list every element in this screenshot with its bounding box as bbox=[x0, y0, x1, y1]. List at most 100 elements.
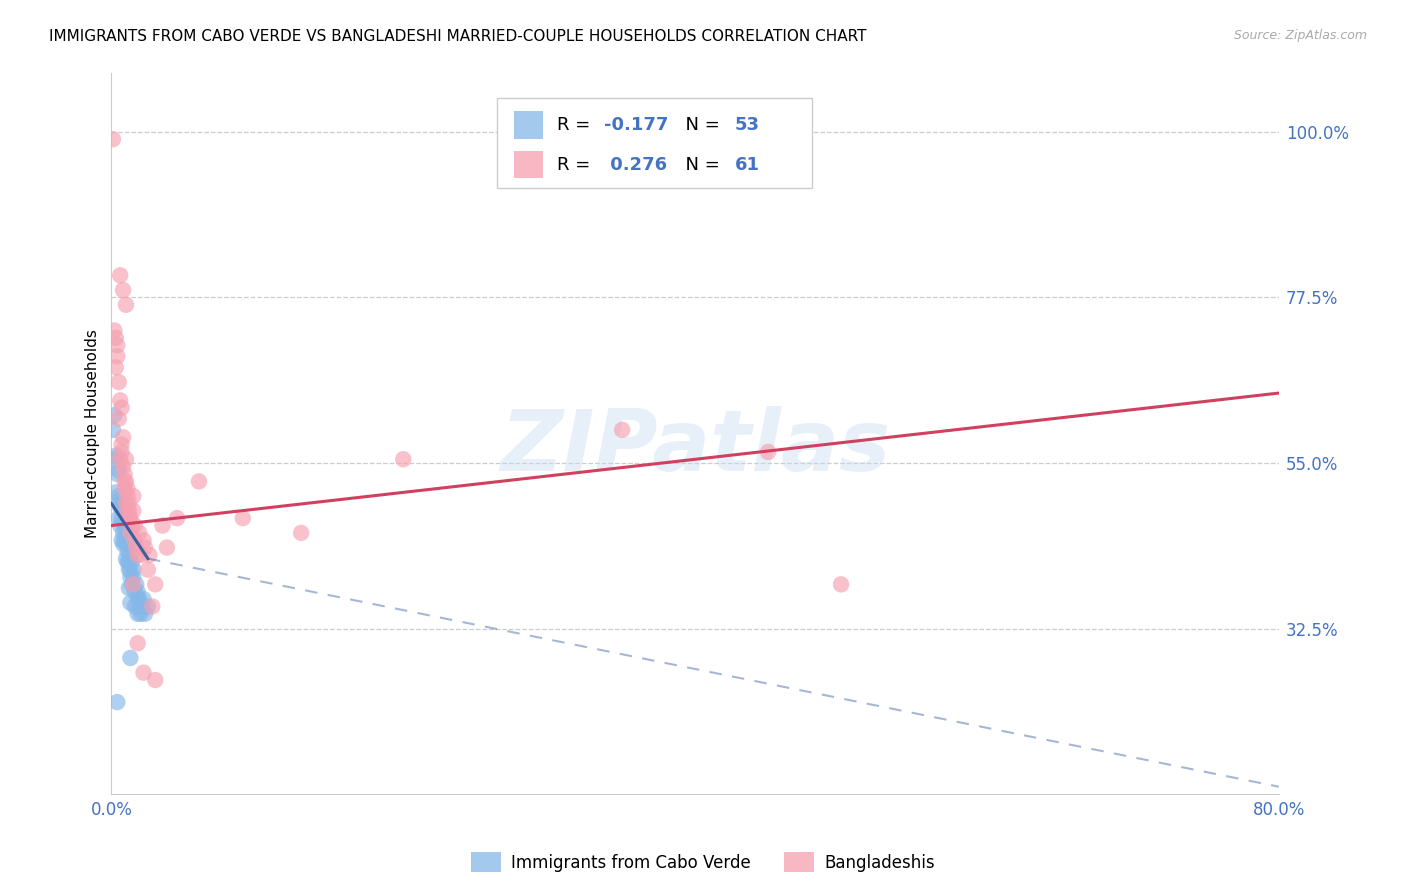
Point bbox=[612, 423, 634, 437]
Point bbox=[117, 489, 139, 503]
Text: N =: N = bbox=[673, 155, 725, 174]
Point bbox=[124, 584, 146, 599]
Point bbox=[107, 489, 129, 503]
Point bbox=[156, 541, 179, 555]
Point bbox=[125, 541, 148, 555]
Point bbox=[132, 533, 155, 548]
Point bbox=[115, 298, 138, 312]
Point bbox=[392, 452, 415, 467]
Point bbox=[117, 482, 139, 496]
Point bbox=[108, 452, 131, 467]
Point bbox=[120, 525, 142, 540]
Point bbox=[128, 592, 150, 607]
Point bbox=[104, 331, 127, 345]
Point bbox=[108, 268, 131, 283]
Point bbox=[166, 511, 188, 525]
Point bbox=[830, 577, 852, 591]
Point bbox=[118, 504, 141, 518]
Point bbox=[120, 570, 142, 584]
Point bbox=[131, 599, 153, 614]
Point bbox=[121, 555, 143, 569]
Point bbox=[108, 393, 131, 408]
Point bbox=[114, 518, 136, 533]
Point bbox=[105, 695, 128, 709]
Point bbox=[136, 599, 159, 614]
Point bbox=[108, 500, 131, 515]
Point bbox=[117, 533, 139, 548]
Point bbox=[152, 518, 174, 533]
Point bbox=[756, 445, 779, 459]
Point bbox=[138, 548, 160, 562]
Point bbox=[103, 452, 125, 467]
Point bbox=[108, 492, 131, 507]
Point bbox=[111, 437, 134, 451]
Point bbox=[141, 599, 163, 614]
Point bbox=[120, 596, 142, 610]
Point bbox=[114, 482, 136, 496]
Point bbox=[111, 511, 134, 525]
Point bbox=[103, 324, 125, 338]
Point bbox=[112, 430, 135, 444]
Point bbox=[101, 132, 124, 146]
Point bbox=[118, 537, 141, 551]
Point bbox=[104, 360, 127, 375]
Text: R =: R = bbox=[557, 116, 596, 134]
Point bbox=[108, 518, 131, 533]
Point bbox=[127, 548, 149, 562]
Point bbox=[111, 445, 134, 459]
Point bbox=[115, 475, 138, 489]
Point bbox=[120, 511, 142, 525]
Text: N =: N = bbox=[673, 116, 725, 134]
Point bbox=[115, 537, 138, 551]
Point bbox=[122, 577, 145, 591]
Point bbox=[125, 577, 148, 591]
Text: 61: 61 bbox=[735, 155, 759, 174]
Text: 53: 53 bbox=[735, 116, 759, 134]
Point bbox=[101, 423, 124, 437]
FancyBboxPatch shape bbox=[515, 112, 543, 138]
Point bbox=[124, 533, 146, 548]
Point bbox=[124, 518, 146, 533]
Point bbox=[104, 485, 127, 500]
Point bbox=[120, 651, 142, 665]
FancyBboxPatch shape bbox=[496, 98, 811, 188]
Point bbox=[112, 537, 135, 551]
Point bbox=[105, 349, 128, 363]
Point bbox=[115, 452, 138, 467]
Text: ZIPatlas: ZIPatlas bbox=[501, 407, 890, 490]
Point bbox=[120, 563, 142, 577]
Point bbox=[124, 599, 146, 614]
Point bbox=[121, 518, 143, 533]
Point bbox=[136, 563, 159, 577]
Point bbox=[132, 665, 155, 680]
Point bbox=[115, 525, 138, 540]
Point bbox=[107, 463, 129, 477]
Point bbox=[127, 592, 149, 607]
Point bbox=[122, 570, 145, 584]
Text: Source: ZipAtlas.com: Source: ZipAtlas.com bbox=[1233, 29, 1367, 42]
Point bbox=[103, 408, 125, 422]
Point bbox=[118, 496, 141, 510]
Point bbox=[111, 401, 134, 415]
Point bbox=[105, 467, 128, 481]
Point bbox=[107, 412, 129, 426]
Legend: Immigrants from Cabo Verde, Bangladeshis: Immigrants from Cabo Verde, Bangladeshis bbox=[464, 846, 942, 879]
Point bbox=[132, 592, 155, 607]
Point bbox=[111, 533, 134, 548]
Point bbox=[112, 525, 135, 540]
Point bbox=[117, 504, 139, 518]
Point bbox=[134, 607, 156, 621]
Point bbox=[188, 475, 211, 489]
Point bbox=[117, 555, 139, 569]
Text: 0.276: 0.276 bbox=[605, 155, 668, 174]
Point bbox=[118, 581, 141, 595]
Text: R =: R = bbox=[557, 155, 596, 174]
Point bbox=[112, 459, 135, 474]
Point bbox=[128, 525, 150, 540]
Point bbox=[120, 548, 142, 562]
Point bbox=[134, 541, 156, 555]
Y-axis label: Married-couple Households: Married-couple Households bbox=[86, 329, 100, 538]
Text: -0.177: -0.177 bbox=[605, 116, 668, 134]
Point bbox=[129, 548, 152, 562]
Point bbox=[118, 563, 141, 577]
